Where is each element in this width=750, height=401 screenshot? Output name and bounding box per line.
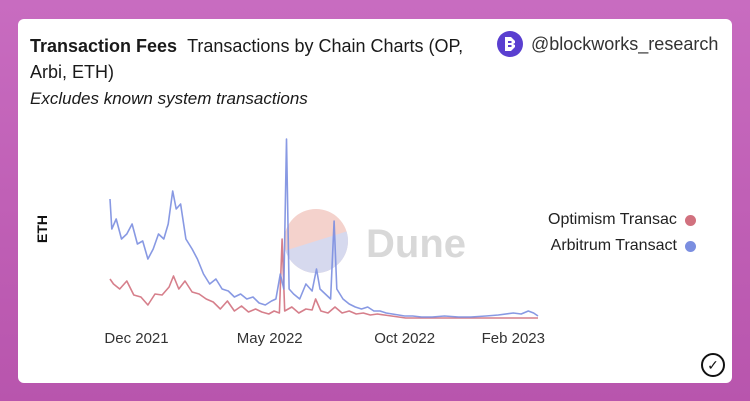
brand-handle: @blockworks_research [531, 33, 719, 54]
legend-label-optimism: Optimism Transac [548, 211, 677, 228]
series-line-arbitrum [109, 138, 539, 318]
x-tick-label: May 2022 [237, 330, 303, 347]
x-tick-label: Feb 2023 [482, 330, 545, 347]
chart-title: Transaction Fees Transactions by Chain Ch… [30, 33, 480, 85]
legend-dot-arbitrum [684, 240, 696, 252]
series-line-optimism [109, 238, 538, 319]
legend-label-arbitrum: Arbitrum Transact [550, 237, 677, 254]
brand-badge[interactable]: @blockworks_research [497, 31, 718, 57]
chart-note: Excludes known system transactions [30, 89, 308, 108]
legend-item-optimism[interactable]: Optimism Transac [548, 207, 696, 233]
chart-card: Transaction Fees Transactions by Chain Ch… [18, 19, 732, 383]
checkmark-icon[interactable]: ✓ [701, 353, 725, 377]
watermark-text: Dune [366, 222, 466, 266]
x-axis-ticks: Dec 2021 May 2022 Oct 2022 Feb 2023 [104, 330, 545, 347]
dune-watermark: Dune [284, 209, 466, 273]
series-layer [109, 138, 539, 319]
x-tick-label: Oct 2022 [374, 330, 435, 347]
legend-item-arbitrum[interactable]: Arbitrum Transact [548, 233, 696, 259]
title-subtitle: Transactions by Chain Charts (OP, Arbi, … [30, 36, 464, 82]
title-main: Transaction Fees [30, 36, 178, 56]
blockworks-logo-icon [497, 31, 523, 57]
x-tick-label: Dec 2021 [104, 330, 168, 347]
legend: Optimism Transac Arbitrum Transact [548, 207, 696, 259]
legend-dot-optimism [684, 214, 696, 226]
line-chart: Dune Dec 2021 May 2022 Oct 2022 Feb 2023 [104, 138, 545, 347]
